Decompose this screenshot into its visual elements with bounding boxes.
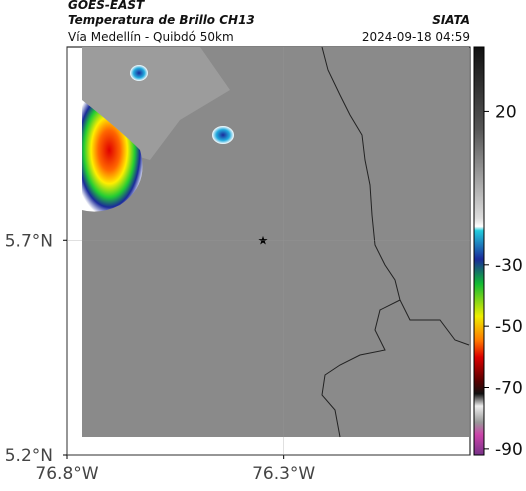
title: Temperatura de Brillo CH13 [68,13,255,27]
colorbar-tick-label: -70 [495,379,523,399]
ticks: 76.8°W 76.3°W 5.7°N 5.2°N 20 -30 -50 -70 -90 [5,47,523,484]
timestamp: 2024-09-18 04:59 [362,30,470,44]
subtitle: Vía Medellín - Quibdó 50km [68,30,234,44]
y-tick-label: 5.7°N [5,231,53,251]
colorbar-tick-label: -90 [495,440,523,460]
x-tick-label: 76.3°W [252,464,315,484]
border [321,299,401,438]
colorbar [473,46,485,456]
border [321,46,470,346]
colorbar-tick-label: -50 [495,317,523,337]
x-tick-label: 76.8°W [35,464,98,484]
storm-cell [82,100,143,212]
cloud-cell [212,126,234,144]
source: GOES-EAST [68,0,145,12]
org: SIATA [432,13,470,27]
colorbar-tick-label: 20 [495,102,517,122]
y-tick-label: 5.2°N [5,446,53,466]
cloud-cell [130,65,148,81]
colorbar-tick-label: -30 [495,256,523,276]
